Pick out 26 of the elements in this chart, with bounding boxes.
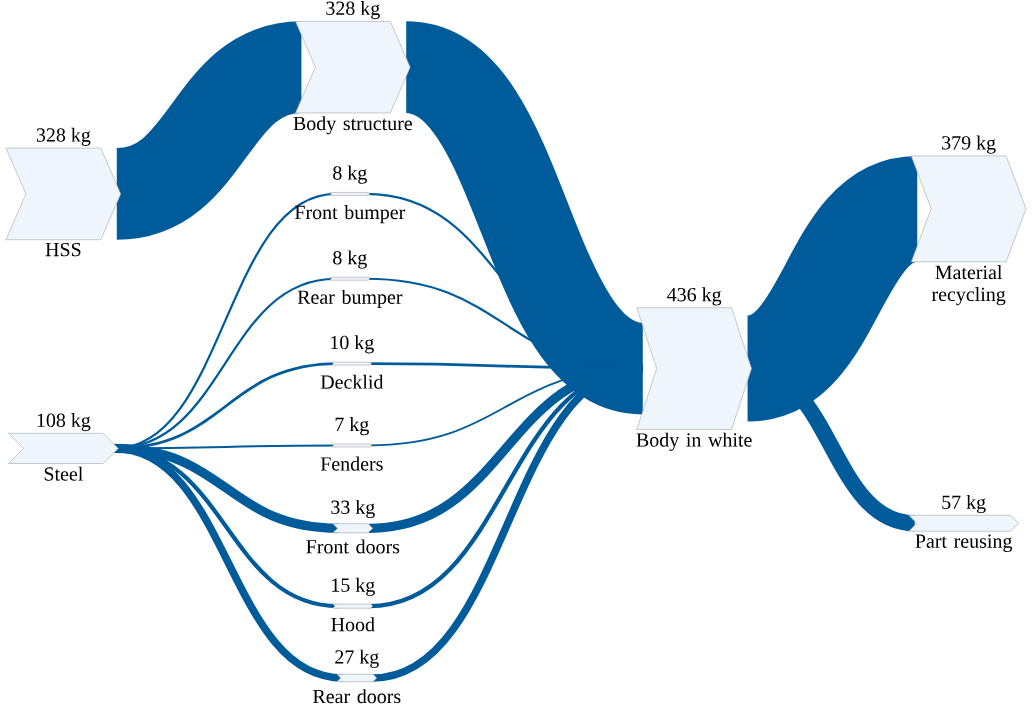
category-label: Front bumper bbox=[294, 205, 406, 224]
data-label: 436 kg bbox=[667, 287, 722, 306]
data-label: 8 kg bbox=[333, 165, 367, 184]
data-label: 57 kg bbox=[942, 494, 986, 513]
category-label: Hood bbox=[331, 617, 375, 632]
data-label: 15 kg bbox=[332, 577, 375, 596]
category-label: Front doors bbox=[306, 539, 400, 554]
data-label: 379 kg bbox=[942, 135, 996, 154]
data-label: 27 kg bbox=[335, 649, 379, 668]
data-label: 7 kg bbox=[335, 417, 369, 436]
category-label: Fenders bbox=[320, 456, 383, 471]
category-label: Rear doors bbox=[313, 689, 401, 704]
data-label: 33 kg bbox=[331, 499, 375, 518]
category-label: Part reusing bbox=[915, 534, 1013, 552]
data-label: 108 kg bbox=[37, 412, 91, 432]
category-label: Material recycling bbox=[931, 264, 1006, 306]
category-label: Rear bumper bbox=[297, 289, 403, 308]
category-label: Body in white bbox=[636, 432, 752, 451]
data-label: 10 kg bbox=[331, 335, 374, 354]
category-label: Body structure bbox=[293, 116, 413, 135]
data-label: 328 kg bbox=[326, 0, 380, 20]
category-label: Decklid bbox=[320, 374, 384, 389]
category-label: Steel bbox=[44, 466, 83, 481]
data-label: 328 kg bbox=[36, 127, 91, 146]
data-label: 8 kg bbox=[333, 250, 367, 269]
category-label: HSS bbox=[45, 242, 81, 257]
